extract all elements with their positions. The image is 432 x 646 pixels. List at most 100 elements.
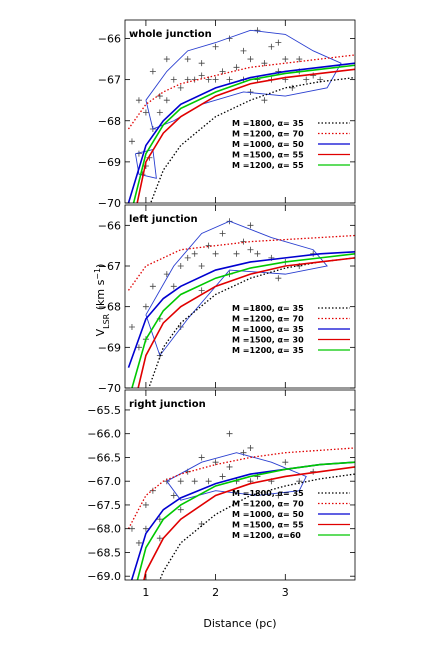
- data-point: [198, 454, 205, 461]
- model-curve: [137, 257, 355, 388]
- data-point: [212, 43, 219, 50]
- y-tick-label: −68.0: [87, 523, 121, 536]
- legend-label: M =1000, α= 35: [232, 325, 304, 334]
- data-point: [170, 283, 177, 290]
- data-point: [240, 47, 247, 54]
- legend-label: M =1200, α= 55: [232, 161, 304, 170]
- data-point: [142, 501, 149, 508]
- y-label-sup: −1: [93, 268, 102, 280]
- plot-area: [127, 27, 355, 203]
- plot-area: [127, 430, 355, 580]
- data-point: [275, 39, 282, 46]
- legend-label: M =1200, α= 70: [232, 130, 304, 139]
- data-point: [156, 93, 163, 100]
- x-tick-label: 2: [212, 586, 219, 599]
- y-label-sub: LSR: [102, 313, 111, 329]
- data-point: [184, 254, 191, 261]
- y-tick-label: −68: [98, 301, 121, 314]
- model-curve: [132, 64, 355, 203]
- data-point: [233, 64, 240, 71]
- y-label-unit: (km s: [94, 279, 107, 313]
- data-point: [303, 76, 310, 83]
- data-point: [219, 473, 226, 480]
- data-point: [170, 76, 177, 83]
- data-point: [163, 56, 170, 63]
- legend-label: M =1200, α= 35: [232, 346, 304, 355]
- legend-label: M =1500, α= 30: [232, 336, 304, 345]
- data-point: [261, 60, 268, 67]
- data-point: [142, 303, 149, 310]
- data-point: [128, 324, 135, 330]
- y-tick-label: −69.0: [87, 570, 121, 583]
- panel-title: whole junction: [129, 29, 212, 40]
- y-tick-label: −68.5: [87, 546, 121, 559]
- data-point: [219, 68, 226, 75]
- y-tick-label: −66: [98, 33, 121, 46]
- y-tick-label: −69: [98, 156, 121, 169]
- data-point: [142, 525, 149, 532]
- data-point: [149, 68, 156, 75]
- model-curve: [127, 54, 355, 130]
- data-point: [128, 138, 135, 145]
- panel-frame: [124, 204, 356, 389]
- data-point: [226, 76, 233, 83]
- data-point: [135, 539, 142, 546]
- y-tick-label: −69: [98, 341, 121, 354]
- data-point: [177, 478, 184, 485]
- legend-label: M =1200, α= 70: [232, 500, 304, 509]
- data-point: [226, 430, 233, 437]
- data-point: [177, 84, 184, 91]
- y-tick-label: −67.5: [87, 499, 121, 512]
- data-point: [247, 444, 254, 451]
- data-point: [135, 344, 142, 351]
- model-curve: [131, 253, 355, 388]
- y-tick-label: −68: [98, 115, 121, 128]
- model-curve: [127, 250, 355, 368]
- data-point: [212, 459, 219, 466]
- data-point: [219, 230, 226, 237]
- data-point: [226, 463, 233, 470]
- legend-label: M =1000, α= 50: [232, 510, 304, 519]
- data-point: [177, 506, 184, 513]
- data-point: [156, 109, 163, 116]
- data-point: [261, 97, 268, 104]
- x-tick-label: 1: [142, 586, 149, 599]
- y-tick-label: −67.0: [87, 475, 121, 488]
- x-axis-label: Distance (pc): [203, 617, 276, 630]
- model-curve: [149, 76, 355, 203]
- y-label-close: ): [94, 264, 107, 268]
- data-point: [254, 27, 261, 34]
- data-point: [170, 492, 177, 499]
- y-tick-label: −66: [98, 219, 121, 232]
- data-point: [247, 56, 254, 63]
- model-curve: [127, 234, 355, 291]
- legend-label: M =1200, α=60: [232, 531, 301, 540]
- model-curve: [136, 68, 355, 203]
- data-point: [282, 459, 289, 466]
- data-point: [212, 250, 219, 257]
- legend-label: M =1000, α= 50: [232, 140, 304, 149]
- y-tick-label: −65.5: [87, 404, 121, 417]
- y-axis-label: VLSR (km s−1): [93, 264, 111, 337]
- data-point: [198, 72, 205, 79]
- data-point: [163, 97, 170, 104]
- legend-label: M =1500, α= 55: [232, 521, 304, 530]
- model-curve: [136, 461, 355, 580]
- data-point: [198, 60, 205, 67]
- y-tick-label: −70: [98, 382, 121, 395]
- y-tick-label: −66.0: [87, 428, 121, 441]
- x-tick-label: 3: [282, 586, 289, 599]
- data-point: [254, 250, 261, 257]
- data-point: [177, 263, 184, 269]
- data-point: [149, 487, 156, 494]
- data-point: [135, 97, 142, 104]
- y-label-main: V: [94, 328, 107, 336]
- legend-label: M =1200, α= 70: [232, 315, 304, 324]
- data-point: [275, 275, 282, 282]
- data-point: [247, 246, 254, 253]
- legend-label: M =1800, α= 35: [232, 304, 304, 313]
- data-point: [233, 250, 240, 257]
- data-point: [282, 56, 289, 63]
- data-point: [191, 76, 198, 83]
